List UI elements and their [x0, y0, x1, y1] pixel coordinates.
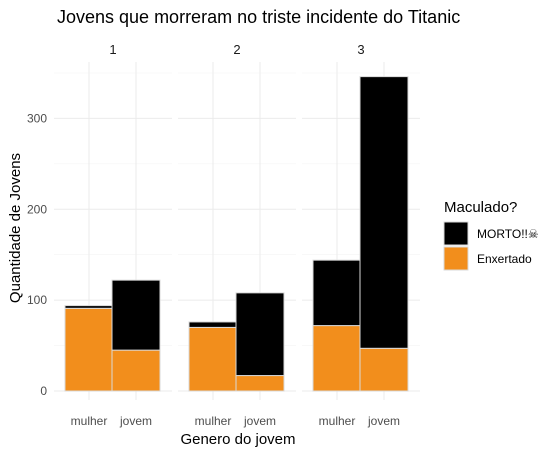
bar-2-jovem-enxertado: [235, 375, 285, 392]
legend-key-morto: [443, 221, 469, 246]
facet-panel-2: 2 mulher jovem: [178, 42, 296, 428]
x-tick-label: mulher: [71, 414, 108, 428]
x-tick-label: mulher: [195, 414, 232, 428]
facet-label: 2: [233, 42, 240, 57]
y-tick-label: 200: [27, 202, 47, 216]
x-tick-label: jovem: [119, 414, 152, 428]
bar-3-jovem-morto: [359, 76, 409, 349]
legend-label: MORTO!!☠: [477, 227, 539, 241]
y-tick-label: 0: [40, 384, 47, 398]
bar-2-mulher-enxertado: [188, 326, 238, 392]
x-tick-label: jovem: [243, 414, 276, 428]
x-tick-label: jovem: [367, 414, 400, 428]
legend-title: Maculado?: [444, 199, 517, 216]
legend: Maculado? MORTO!!☠ Enxertado: [443, 199, 539, 271]
bar-1-jovem-morto: [111, 279, 161, 351]
bar-2-jovem-morto: [235, 292, 285, 377]
bar-3-jovem-enxertado: [359, 347, 409, 392]
bar-3-mulher-enxertado: [312, 325, 362, 392]
y-axis: 0 100 200 300: [27, 111, 47, 398]
bar-3-mulher-morto: [312, 259, 362, 327]
bar-1-mulher-morto: [64, 305, 114, 309]
facet-panel-1: 1 mulher jovem: [54, 42, 172, 428]
bar-2-mulher-morto: [188, 321, 238, 328]
chart-title: Jovens que morreram no triste incidente …: [57, 7, 460, 27]
y-axis-title: Quantidade de Jovens: [7, 153, 24, 303]
x-axis-title: Genero do jovem: [180, 431, 295, 448]
legend-label: Enxertado: [477, 252, 532, 266]
y-tick-label: 100: [27, 293, 47, 307]
facet-panels: 1 mulher jovem 2 mulher jovem 3 mulher jovem: [54, 42, 420, 428]
legend-key-enxertado: [443, 246, 469, 271]
x-tick-label: mulher: [319, 414, 356, 428]
facet-panel-3: 3 mulher jovem: [302, 42, 420, 428]
facet-label: 1: [109, 42, 116, 57]
bar-1-mulher-enxertado: [64, 307, 114, 392]
facet-label: 3: [357, 42, 364, 57]
y-tick-label: 300: [27, 111, 47, 125]
bar-1-jovem-enxertado: [111, 349, 161, 392]
